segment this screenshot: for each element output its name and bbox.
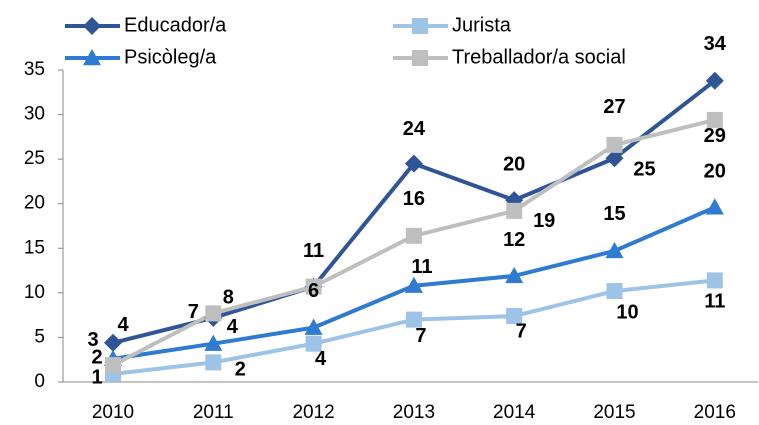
legend-label: Treballador/a social (452, 46, 626, 68)
data-label: 2 (235, 359, 246, 381)
data-label: 29 (704, 125, 726, 147)
marker (404, 276, 423, 293)
legend-label: Educador/a (124, 14, 227, 36)
marker (606, 136, 623, 153)
y-tick-label: 5 (34, 326, 45, 347)
data-label: 4 (227, 316, 239, 338)
data-label: 7 (188, 301, 199, 323)
legend-marker (412, 50, 428, 66)
data-label: 19 (533, 210, 555, 232)
legend-label: Psicòleg/a (124, 46, 217, 68)
marker (505, 266, 524, 284)
data-label: 3 (87, 329, 98, 351)
data-label: 2 (91, 346, 102, 368)
marker (305, 278, 322, 295)
x-tick-label: 2013 (393, 402, 435, 423)
legend-marker (412, 18, 428, 34)
marker (705, 198, 724, 215)
x-tick-label: 2011 (193, 402, 234, 423)
marker (506, 202, 523, 219)
data-label: 1 (91, 366, 102, 388)
x-tick-label: 2015 (593, 402, 635, 423)
marker (506, 308, 523, 325)
data-label: 12 (503, 229, 525, 251)
marker (605, 241, 624, 259)
marker (204, 334, 223, 351)
y-tick-label: 25 (24, 148, 45, 169)
y-tick-label: 0 (34, 371, 45, 392)
y-tick-label: 10 (24, 282, 45, 303)
marker (104, 333, 122, 352)
marker (105, 357, 121, 374)
legend-marker (83, 17, 101, 35)
data-label: 4 (315, 348, 327, 370)
marker (706, 272, 723, 289)
data-label: 7 (516, 320, 527, 342)
marker (606, 283, 623, 300)
y-tick-label: 20 (24, 193, 45, 214)
data-label: 25 (633, 159, 655, 181)
x-tick-label: 2014 (493, 402, 536, 423)
data-label: 34 (704, 33, 727, 55)
data-label: 16 (403, 188, 425, 210)
data-label: 20 (503, 153, 525, 175)
marker (405, 311, 422, 328)
data-label: 11 (411, 256, 432, 278)
y-tick-label: 35 (24, 59, 45, 80)
x-tick-label: 2010 (92, 402, 134, 423)
marker (705, 71, 724, 90)
data-label: 6 (308, 280, 319, 302)
data-label: 8 (223, 287, 234, 309)
data-label: 11 (704, 291, 725, 313)
data-label: 4 (117, 314, 129, 336)
marker (706, 111, 723, 128)
data-label: 15 (603, 203, 625, 225)
data-label: 10 (616, 301, 638, 323)
y-tick-label: 30 (24, 104, 45, 125)
data-label: 11 (303, 240, 324, 262)
data-label: 7 (415, 325, 426, 347)
legend-marker (83, 49, 101, 66)
data-label: 27 (603, 96, 625, 118)
marker (605, 149, 624, 168)
marker (205, 354, 222, 371)
data-label: 20 (704, 161, 726, 183)
x-tick-label: 2012 (292, 402, 334, 423)
x-tick-label: 2016 (694, 402, 736, 423)
marker (305, 335, 322, 352)
legend-label: Jurista (452, 14, 512, 36)
marker (304, 318, 323, 335)
marker (405, 227, 422, 244)
marker (205, 305, 222, 322)
y-tick-label: 15 (24, 237, 45, 258)
data-label: 24 (403, 118, 426, 140)
marker (404, 154, 423, 173)
